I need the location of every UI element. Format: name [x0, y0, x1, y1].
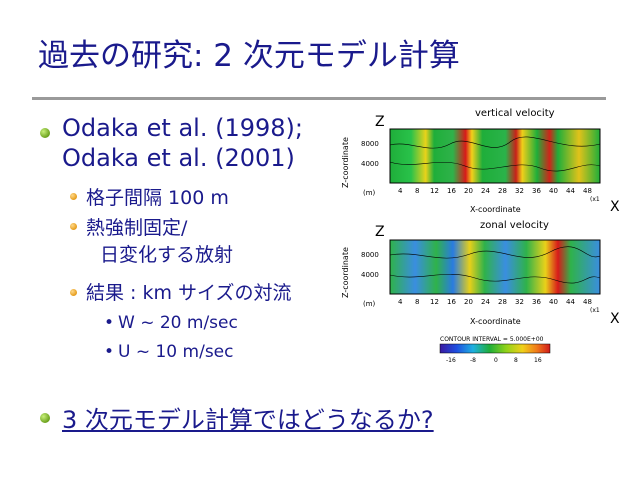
result-w-speed: W ~ 20 m/sec [118, 313, 238, 333]
x-label-top: X [610, 199, 620, 215]
x-tick: 12 [430, 298, 439, 306]
colorbar [439, 343, 551, 354]
bullet-odaka-1998: Odaka et al. (1998); [62, 114, 303, 142]
colorbar-tick: 8 [514, 357, 518, 364]
x-tick: 16 [447, 187, 456, 195]
x-tick: 8 [415, 298, 419, 306]
sub-bullet-forcing: 熱強制固定/ [86, 217, 188, 239]
y-tick-8000-top: 8000 [361, 140, 379, 148]
sub-bullet-dot [70, 289, 77, 296]
x-tick: 20 [464, 298, 473, 306]
top-panel-title: vertical velocity [475, 108, 555, 119]
bullet-dot [40, 413, 50, 423]
contour-interval-label: CONTOUR INTERVAL = 5.000E+00 [440, 336, 544, 343]
title-divider [32, 97, 606, 100]
x-tick: 24 [481, 187, 490, 195]
x-tick: 32 [515, 298, 524, 306]
colorbar-tick: 0 [494, 357, 498, 364]
y-tick-4000-bottom: 4000 [361, 271, 379, 279]
vertical-velocity-panel [389, 128, 601, 184]
colorbar-tick: 16 [534, 357, 542, 364]
x-tick: 20 [464, 187, 473, 195]
x-unit-top: (x1 [590, 196, 600, 203]
x-unit-bottom: (x1 [590, 307, 600, 314]
bullet-dot [40, 128, 50, 138]
slide-title: 過去の研究: 2 次元モデル計算 [38, 38, 460, 74]
result-u-speed: U ~ 10 m/sec [118, 342, 234, 362]
colorbar-tick: -8 [470, 357, 476, 364]
model-output-figure: vertical velocity Z Z-coordinate 8000 40… [341, 108, 620, 364]
bottom-panel-title: zonal velocity [480, 220, 549, 231]
x-tick: 16 [447, 298, 456, 306]
y-axis-title-top: Z-coordinate [341, 137, 350, 188]
x-axis-title-top: X-coordinate [470, 205, 521, 214]
sub-bullet-result: 結果 : km サイズの対流 [86, 282, 292, 304]
x-label-bottom: X [610, 311, 620, 327]
sub-bullet-grid-spacing: 格子間隔 100 m [86, 187, 229, 209]
x-tick: 12 [430, 187, 439, 195]
x-tick: 40 [549, 187, 558, 195]
level3-dot: • [104, 342, 115, 362]
x-tick: 4 [398, 298, 403, 306]
link-3d-model-question[interactable]: 3 次元モデル計算ではどうなるか? [62, 406, 434, 434]
x-tick: 48 [583, 298, 592, 306]
x-axis-title-bottom: X-coordinate [470, 317, 521, 326]
x-tick: 44 [566, 298, 575, 306]
zonal-velocity-panel [389, 239, 601, 295]
sub-bullet-dot [70, 223, 77, 230]
y-tick-4000-top: 4000 [361, 160, 379, 168]
x-tick: 44 [566, 187, 575, 195]
y-unit-top: (m) [363, 189, 376, 197]
colorbar-tick: -16 [446, 357, 456, 364]
x-tick: 32 [515, 187, 524, 195]
x-tick: 4 [398, 187, 403, 195]
z-label-top: Z [375, 114, 385, 130]
x-tick: 24 [481, 298, 490, 306]
x-tick: 48 [583, 187, 592, 195]
x-tick: 36 [532, 187, 541, 195]
x-tick: 40 [549, 298, 558, 306]
y-tick-8000-bottom: 8000 [361, 251, 379, 259]
y-unit-bottom: (m) [363, 300, 376, 308]
z-label-bottom: Z [375, 224, 385, 240]
x-tick: 28 [498, 298, 507, 306]
x-tick: 36 [532, 298, 541, 306]
sub-bullet-dot [70, 193, 77, 200]
sub-bullet-forcing-line2: 日変化する放射 [100, 244, 234, 266]
x-tick: 8 [415, 187, 419, 195]
level3-dot: • [104, 313, 115, 333]
x-tick: 28 [498, 187, 507, 195]
y-axis-title-bottom: Z-coordinate [341, 247, 350, 298]
bullet-odaka-2001: Odaka et al. (2001) [62, 144, 295, 172]
